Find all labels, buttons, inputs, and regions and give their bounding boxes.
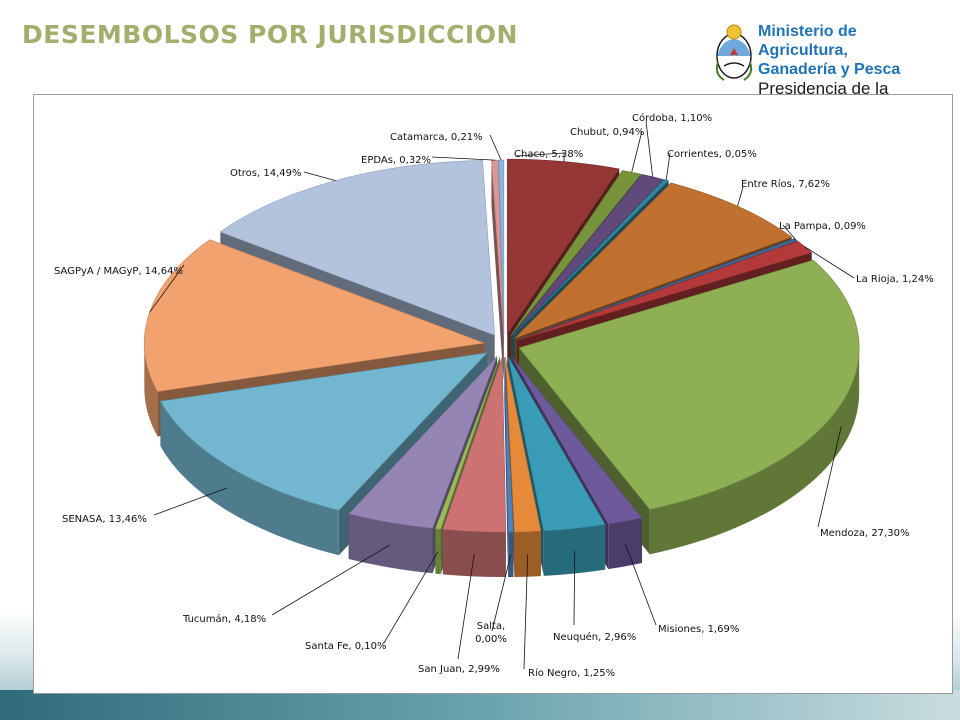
slice-label-leader [149, 264, 185, 313]
slice-label: San Juan, 2,99% [418, 664, 500, 675]
slice-label-leader [624, 543, 657, 626]
slice-label-leader [383, 551, 439, 644]
pie-slice [514, 182, 793, 339]
pie-slice [518, 259, 860, 510]
slice-label-leader [573, 550, 576, 626]
slice-label-leader [515, 152, 565, 162]
slice-label: Chaco, 5,38% [514, 149, 583, 160]
logo-line-1: Ministerio de Agricultura, [758, 23, 857, 59]
slice-label: Córdoba, 1,10% [632, 112, 712, 124]
slice-label: Mendoza, 27,30% [820, 528, 909, 539]
slice-label: La Rioja, 1,24% [856, 274, 934, 285]
pie-slice [219, 160, 495, 336]
slice-label: EPDAs, 0,32% [361, 155, 431, 166]
slice-label: SENASA, 13,46% [62, 514, 147, 525]
pie-slice [159, 352, 488, 511]
pie-slice [504, 357, 514, 533]
slice-label-leader [782, 224, 797, 240]
pie-slice [517, 240, 813, 341]
pie-slice [508, 356, 606, 532]
logo-line-2: Ganadería y Pesca [758, 61, 901, 78]
coat-of-arms-icon [715, 24, 753, 81]
slice-label-leader [631, 130, 643, 173]
slice-label: La Pampa, 0,09% [779, 221, 866, 232]
slice-label-leader [153, 487, 228, 516]
slice-label-leader [431, 156, 495, 161]
slice-label: Salta, 0,00% [475, 621, 507, 645]
slice-label: Corrientes, 0,05% [667, 149, 757, 160]
pie-slice [511, 356, 643, 525]
slice-label: Catamarca, 0,21% [390, 132, 483, 143]
slice-label: Santa Fe, 0,10% [305, 641, 387, 652]
slice-label-leader [645, 120, 654, 177]
slice-label: Entre Ríos, 7,62% [741, 178, 830, 190]
slice-label-leader [303, 171, 336, 182]
pie-slice [511, 174, 664, 337]
ministry-logo: Ministerio de Agricultura, Ganadería y P… [714, 22, 944, 120]
chart-frame: Chaco, 5,38% Chubut, 0,94% Córdoba, 1,10% C… [33, 94, 953, 694]
slice-label: Tucumán, 4,18% [182, 613, 266, 625]
slice-label-leader [457, 553, 475, 660]
slice-label: SAGPyA / MAGyP, 14,64% [54, 266, 183, 277]
slice-label-leader [817, 426, 842, 528]
slice-label-leader [271, 544, 390, 616]
pie-slice [517, 238, 798, 341]
pie-labels: Chaco, 5,38% Chubut, 0,94% Córdoba, 1,10% C… [54, 112, 934, 679]
slice-label-leader [489, 134, 502, 161]
pie-tops [144, 158, 860, 533]
pie-slice [505, 357, 542, 533]
slice-label: Neuquén, 2,96% [553, 631, 636, 643]
pie-slice [511, 179, 670, 337]
slice-label: Otros, 14,49% [230, 168, 302, 179]
slice-label-leader [665, 152, 671, 181]
slice-label-leader [737, 186, 744, 207]
slice-label-leader [523, 554, 529, 670]
slice-label: Misiones, 1,69% [658, 624, 739, 635]
slide-background-band [0, 690, 960, 720]
pie-slice [348, 356, 498, 529]
page-title: DESEMBOLSOS POR JURISDICCION [22, 20, 518, 49]
slice-label: Chubut, 0,94% [570, 127, 644, 138]
pie-slice [435, 356, 501, 530]
pie-chart: Chaco, 5,38% Chubut, 0,94% Córdoba, 1,10% C… [54, 112, 934, 679]
slice-label: Río Negro, 1,25% [528, 667, 615, 679]
slice-label-leader [804, 246, 855, 279]
slice-label-leader [491, 554, 512, 632]
pie-slice [442, 356, 507, 533]
